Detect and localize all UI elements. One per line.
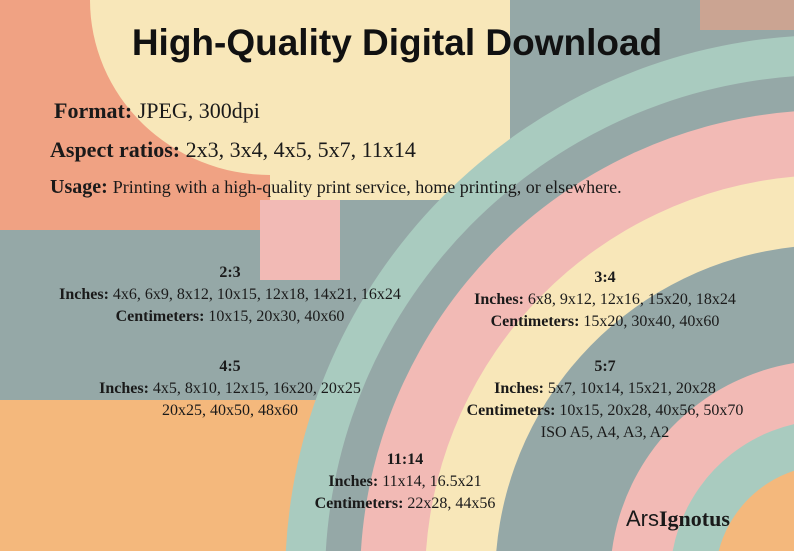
ratio-3-4: 3:4 Inches: 6x8, 9x12, 12x16, 15x20, 18x… <box>474 269 736 330</box>
page-title: High-Quality Digital Download <box>131 22 663 63</box>
ratio-5-7: 5:7 Inches: 5x7, 10x14, 15x21, 20x28 Cen… <box>466 358 744 441</box>
ratio-11-14: 11:14 Inches: 11x14, 16.5x21 Centimeters… <box>314 451 496 512</box>
bg-pink-block <box>260 200 340 280</box>
bg-orange-band <box>0 400 340 551</box>
bg-cream-block <box>270 0 510 200</box>
bg-arc-orange-inner <box>718 470 794 551</box>
bg-cream-arc <box>90 0 270 175</box>
brand-logo: ArsIgnotus <box>626 506 730 531</box>
bg-salmon-corner <box>700 0 794 30</box>
spec-usage: Usage: Printing with a high-quality prin… <box>50 176 622 198</box>
ratio-4-5: 4:5 Inches: 4x5, 8x10, 12x15, 16x20, 20x… <box>99 358 361 419</box>
spec-format: Format: JPEG, 300dpi <box>54 98 260 123</box>
ratio-2-3: 2:3 Inches: 4x6, 6x9, 8x12, 10x15, 12x18… <box>59 264 401 325</box>
spec-aspect-ratios: Aspect ratios: 2x3, 3x4, 4x5, 5x7, 11x14 <box>50 137 416 162</box>
